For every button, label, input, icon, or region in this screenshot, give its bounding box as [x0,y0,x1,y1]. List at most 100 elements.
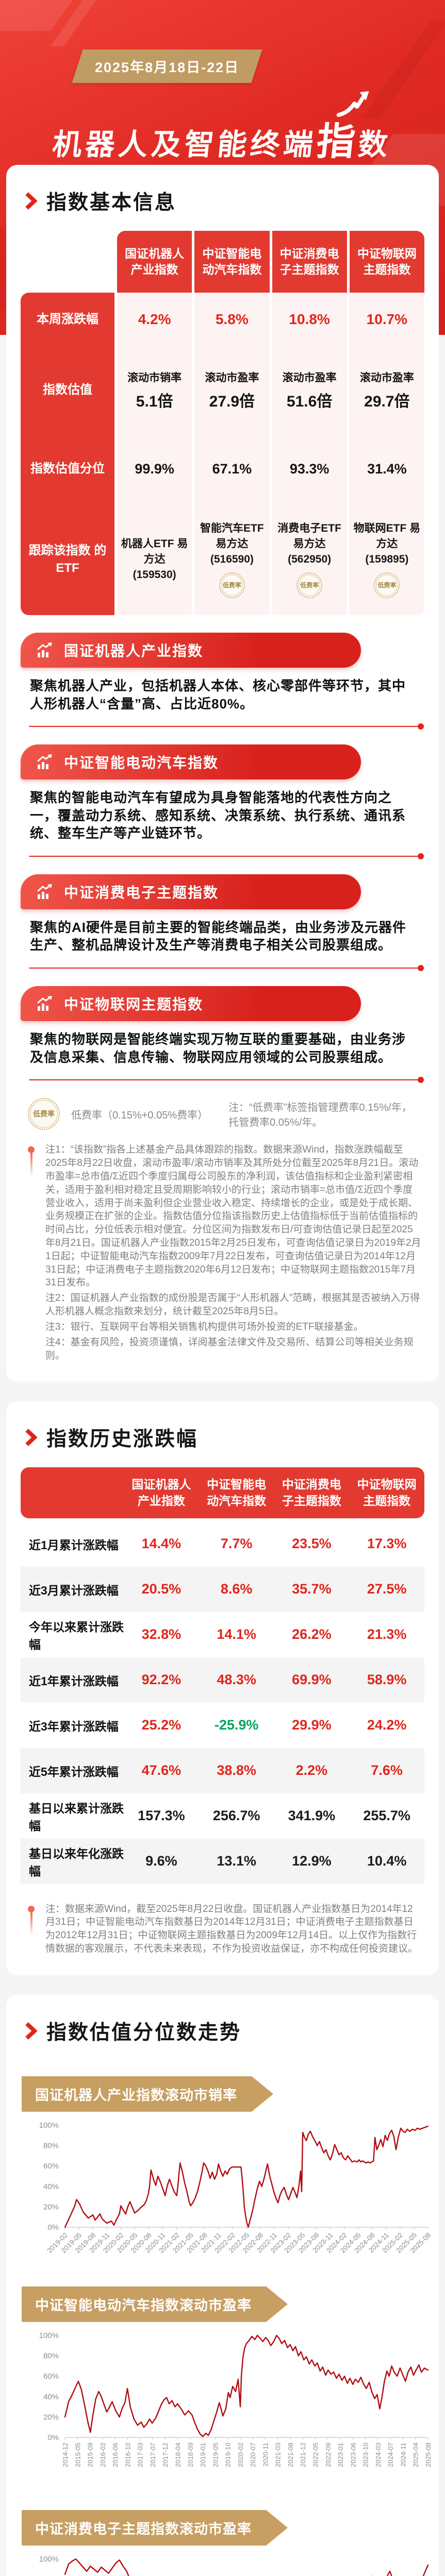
section-divider [29,853,424,859]
low-fee-seal-icon: 低费率 [296,572,323,598]
row-label-etf: 跟踪该指数 的ETF [21,504,114,615]
divider-dot [418,853,424,859]
history-value: 32.8% [141,1626,182,1642]
date-range: 2025年8月18日-22日 [95,60,240,75]
etf-cell: 消费电子ETF 易方达 (562950) 低费率 [272,504,347,615]
chart-icon [37,996,52,1011]
x-axis-tick-label: 2017-12 [161,2443,169,2467]
etf-cell: 物联网ETF 易方达 (159895) 低费率 [349,504,424,615]
index-description: 聚焦的物联网是智能终端实现万物互联的重要基础，由业务涉及信息采集、信息传输、物联… [30,1031,406,1065]
decoration-stripe [362,21,445,118]
history-value: 47.6% [141,1762,182,1778]
history-row-label: 近3年累计涨跌幅 [29,1719,119,1733]
x-axis-tick-label: 2018-04 [174,2443,182,2467]
history-value: 7.6% [371,1762,403,1778]
x-axis-tick-label: 2019-05 [211,2443,219,2467]
percentile-value: 31.4% [367,461,407,477]
index-banner-title: 中证物联网主题指数 [64,996,204,1013]
history-value: 341.9% [288,1808,336,1824]
x-axis-tick-label: 2017-07 [149,2443,157,2467]
consumer-electronics-pe-percentile-chart: 0%20%40%60%80%100%2020-062020-112021-042… [22,2551,429,2576]
index-banner: 中证消费电子主题指数 [21,874,361,909]
valuation-cell: 滚动市盈率 51.6倍 [272,346,347,434]
chart-block-smart-ev: 中证智能电动汽车指数滚动市盈率 0% 20% 40% 60% 80% 100% 2014-1… [21,2271,432,2495]
x-axis-tick-label: 2016-02 [99,2443,107,2467]
history-row: 基日以来年化涨跌幅 9.6% 13.1% 12.9% 10.4% [21,1838,424,1884]
history-row: 近3年累计涨跌幅 25.2% -25.9% 29.9% 24.2% [21,1703,424,1748]
percentile-series-line [64,2125,429,2228]
valuation-value: 27.9倍 [209,393,255,410]
basic-info-title-row: 指数基本信息 [25,187,424,215]
y-axis-tick-label: 20% [43,2202,59,2211]
chart-banner: 中证智能电动汽车指数滚动市盈率 [22,2286,288,2322]
history-column-header: 国证机器人产业指数 [131,1478,191,1507]
x-axis-tick-label: 2025-04 [412,2443,420,2467]
y-axis-tick-label: 100% [39,2121,59,2130]
y-axis-tick-label: 40% [43,2393,59,2401]
x-axis-tick-label: 2023-10 [362,2443,370,2467]
basic-info-card: 指数基本信息 国证机器人产业指数 中证智能电动汽车指数中证消费电子主题指数中证物联… [6,165,439,1382]
weekly-change-cell: 10.7% [349,293,424,346]
low-fee-seal-icon: 低费率 [374,572,400,598]
history-value: 25.2% [141,1717,182,1733]
history-card: 指数历史涨跌幅 国证机器人产业指数 中证智能电动汽车指数 中证消费电子主题指数 中证物… [6,1401,439,1975]
percentile-value: 99.9% [135,461,174,477]
history-value: 255.7% [363,1808,410,1824]
y-axis-tick-label: 100% [39,2555,59,2564]
percentile-cell: 93.3% [272,434,347,504]
y-axis-tick-label: 60% [43,2162,59,2171]
weekly-change-value: 10.8% [289,311,330,327]
etf-name: 智能汽车ETF 易方达 [200,522,264,550]
index-section: 国证机器人产业指数 聚焦机器人产业，包括机器人本体、核心零部件等环节，其中人形机器… [21,633,424,730]
chevron-icon [25,2022,37,2040]
percentile-series-line [64,2334,429,2437]
history-value: 12.9% [292,1853,332,1869]
history-title-row: 指数历史涨跌幅 [25,1423,424,1452]
history-row: 近1月累计涨跌幅 14.4% 7.7% 23.5% 17.3% [21,1521,424,1567]
history-value: 20.5% [141,1581,182,1597]
x-axis-tick-label: 2024-07 [387,2443,394,2467]
history-value: 24.2% [367,1717,407,1733]
history-value: 8.6% [220,1581,253,1597]
history-row-label: 近3月累计涨跌幅 [29,1583,119,1597]
section-divider [29,1077,424,1083]
history-value: 13.1% [217,1853,256,1869]
x-axis-tick-label: 2020-02 [237,2443,244,2467]
x-axis-tick-label: 2015-05 [74,2443,81,2467]
history-row-label: 近1年累计涨跌幅 [29,1674,119,1688]
etf-code: (516590) [210,553,254,565]
table-corner-spacer [21,231,114,293]
history-value: -25.9% [214,1717,259,1733]
x-axis-tick-label: 2021-08 [287,2443,294,2467]
history-value: 29.9% [292,1717,332,1733]
percentile-value: 67.1% [212,461,252,477]
history-row-label: 基日以来年化涨跌幅 [29,1846,124,1878]
note-3: 注3：银行、互联网平台等相关销售机构提供可场外投资的ETF联接基金。 [45,1321,364,1332]
x-axis-tick-label: 2024-03 [374,2443,382,2467]
valuation-value: 5.1倍 [136,393,173,410]
history-value: 10.4% [367,1853,407,1869]
history-value: 14.1% [217,1626,256,1642]
divider-dot [418,1077,424,1083]
x-axis-tick-label: 2016-06 [111,2443,119,2467]
history-table: 近1月累计涨跌幅 14.4% 7.7% 23.5% 17.3% 近3月累计涨跌幅 20.5%… [21,1521,424,1884]
history-row-label: 今年以来累计涨跌幅 [29,1620,124,1651]
chart-banner: 中证消费电子主题指数滚动市盈率 [22,2510,288,2546]
pin-icon [28,1146,35,1177]
weekly-change-cell: 10.8% [272,293,347,346]
section-divider [29,965,424,972]
weekly-change-cell: 4.2% [117,293,192,346]
column-header: 中证智能电动汽车指数 [194,231,270,293]
valuation-metric: 滚动市盈率 [205,371,259,384]
history-value: 38.8% [217,1762,256,1778]
index-banner-title: 国证机器人产业指数 [64,643,204,659]
etf-name: 物联网ETF 易方达 [353,522,421,550]
etf-name: 消费电子ETF 易方达 [277,522,341,550]
divider-dot [418,723,424,730]
history-value: 58.9% [367,1672,407,1688]
percentile-series-line [64,2558,429,2576]
x-axis-tick-label: 2024-11 [399,2443,407,2467]
x-axis-tick-label: 2018-09 [187,2443,194,2467]
index-section: 中证物联网主题指数聚焦的物联网是智能终端实现万物互联的重要基础，由业务涉及信息采… [21,986,424,1083]
title-highlight-char: 指 [314,91,369,166]
